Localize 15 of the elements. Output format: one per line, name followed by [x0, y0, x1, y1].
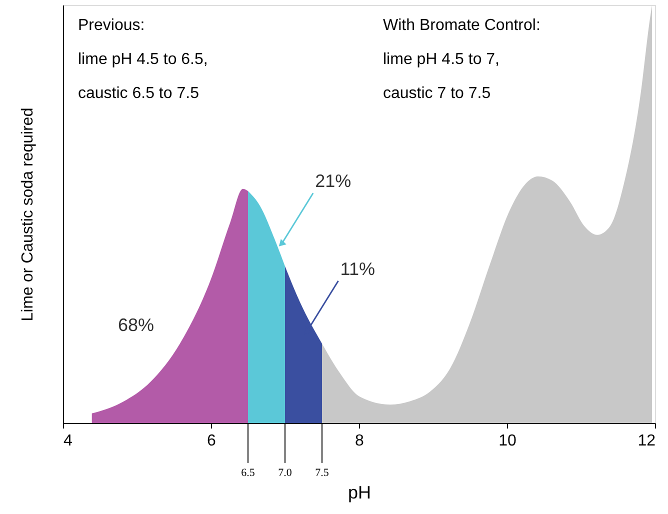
- y-axis-title: Lime or Caustic soda required: [20, 108, 36, 322]
- x-axis-title: pH: [348, 482, 372, 502]
- x-tick-label: 8: [355, 432, 364, 450]
- x-tick-label: 12: [638, 432, 656, 450]
- annotation: Previous: lime pH 4.5 to 6.5, caustic 6.5 to 7.5: [78, 17, 208, 102]
- annotation: 11%: [340, 258, 375, 279]
- x-tick-label: 10: [498, 432, 516, 450]
- annotation: 21%: [315, 171, 352, 192]
- ref-line-label: 7.5: [315, 467, 330, 479]
- x-tick-label: 6: [207, 432, 216, 450]
- ref-line-label: 6.5: [241, 467, 256, 479]
- annotation: With Bromate Control: lime pH 4.5 to 7, caustic 7 to 7.5: [383, 17, 540, 102]
- annotation: 68%: [118, 315, 154, 335]
- ref-line-label: 7.0: [278, 467, 292, 479]
- x-tick-label: 4: [64, 432, 72, 450]
